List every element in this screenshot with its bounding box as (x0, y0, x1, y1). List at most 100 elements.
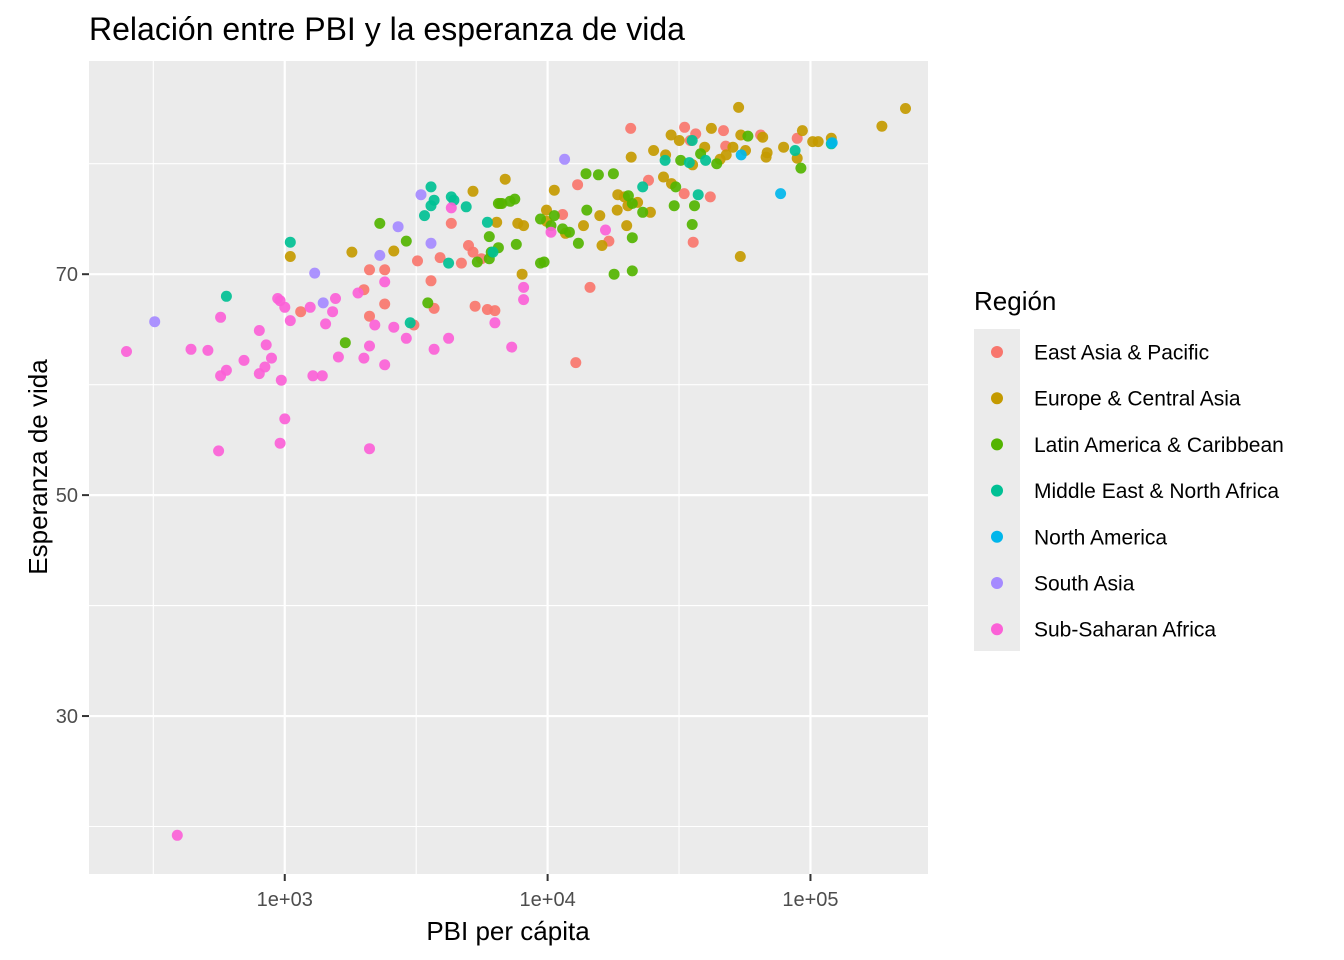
data-point (483, 231, 495, 243)
data-point (795, 162, 807, 174)
data-point (185, 343, 197, 355)
data-point (460, 201, 472, 213)
data-point (364, 340, 375, 352)
data-point (481, 216, 493, 228)
data-point (625, 151, 637, 163)
data-point (572, 179, 584, 191)
legend: Región East Asia & Pacific Europe & Centr… (974, 286, 1284, 651)
data-point (644, 206, 656, 218)
legend-key (991, 392, 1003, 405)
data-point (789, 145, 801, 156)
data-point (330, 293, 341, 304)
data-point (220, 290, 232, 302)
x-tick-label: 1e+05 (782, 889, 838, 911)
data-point (489, 317, 501, 329)
data-point (171, 829, 183, 841)
data-point (506, 341, 518, 353)
data-point (400, 332, 412, 344)
data-point (238, 354, 250, 366)
data-point (220, 364, 232, 376)
data-point (266, 352, 277, 364)
data-point (425, 200, 437, 212)
legend-key (991, 530, 1003, 543)
data-point (570, 357, 582, 369)
data-point (332, 351, 344, 363)
data-point (734, 251, 746, 262)
data-point (611, 204, 623, 216)
data-point (121, 346, 132, 357)
data-point (580, 168, 592, 180)
data-point (711, 158, 723, 170)
data-point (735, 149, 747, 161)
data-point (584, 281, 596, 293)
data-point (374, 217, 386, 229)
data-point (274, 437, 286, 449)
data-point (557, 209, 569, 220)
data-point (572, 237, 584, 249)
y-tick-label: 70 (56, 264, 78, 286)
data-point (686, 135, 698, 146)
data-point (364, 310, 375, 322)
data-point (545, 226, 557, 238)
data-point (600, 224, 611, 236)
data-point (320, 318, 332, 330)
data-point (625, 122, 637, 134)
data-point (467, 185, 479, 197)
data-point (637, 181, 649, 193)
legend-label: Sub-Saharan Africa (1034, 619, 1216, 642)
data-point (548, 184, 560, 196)
data-point (518, 294, 530, 306)
data-point (812, 136, 824, 148)
data-point (658, 171, 669, 183)
data-point (455, 257, 467, 269)
legend-label: Latin America & Caribbean (1034, 434, 1284, 457)
chart-title: Relación entre PBI y la esperanza de vid… (89, 11, 685, 47)
data-point (467, 246, 479, 258)
data-point (578, 220, 589, 232)
data-point (379, 359, 391, 371)
legend-title: Región (974, 286, 1056, 316)
grid-minor (89, 61, 928, 874)
data-point (327, 306, 339, 318)
data-point (275, 374, 287, 386)
legend-key (991, 346, 1003, 358)
data-point (489, 305, 501, 317)
y-tick-label: 50 (56, 485, 78, 507)
data-point (412, 255, 423, 267)
data-point (392, 221, 404, 233)
data-point (358, 352, 370, 364)
data-point (213, 445, 225, 457)
data-point (626, 198, 638, 209)
data-point (415, 189, 427, 201)
data-point (761, 147, 773, 159)
data-point (668, 200, 680, 212)
data-point (309, 267, 321, 279)
data-point (757, 131, 769, 143)
data-point (733, 101, 745, 113)
data-point (689, 200, 700, 212)
data-point (425, 275, 437, 287)
data-point (443, 257, 455, 269)
data-point (665, 129, 677, 141)
data-point (704, 191, 716, 203)
data-point (516, 268, 528, 280)
data-point (692, 189, 704, 201)
data-point (253, 325, 265, 336)
data-point (659, 154, 671, 166)
data-point (796, 125, 808, 137)
data-point (594, 210, 606, 222)
legend-items: East Asia & Pacific Europe & Central Asia… (991, 342, 1284, 642)
x-tick-label: 1e+04 (520, 889, 576, 911)
legend-label: East Asia & Pacific (1034, 342, 1209, 365)
data-point (487, 246, 499, 258)
data-point (307, 370, 319, 382)
data-point (379, 276, 391, 288)
data-point (626, 265, 638, 277)
data-point (259, 361, 271, 373)
data-point (596, 240, 608, 251)
data-point (679, 121, 691, 133)
data-point (775, 188, 787, 200)
x-axis-title: PBI per cápita (426, 916, 590, 946)
data-point (469, 300, 481, 312)
